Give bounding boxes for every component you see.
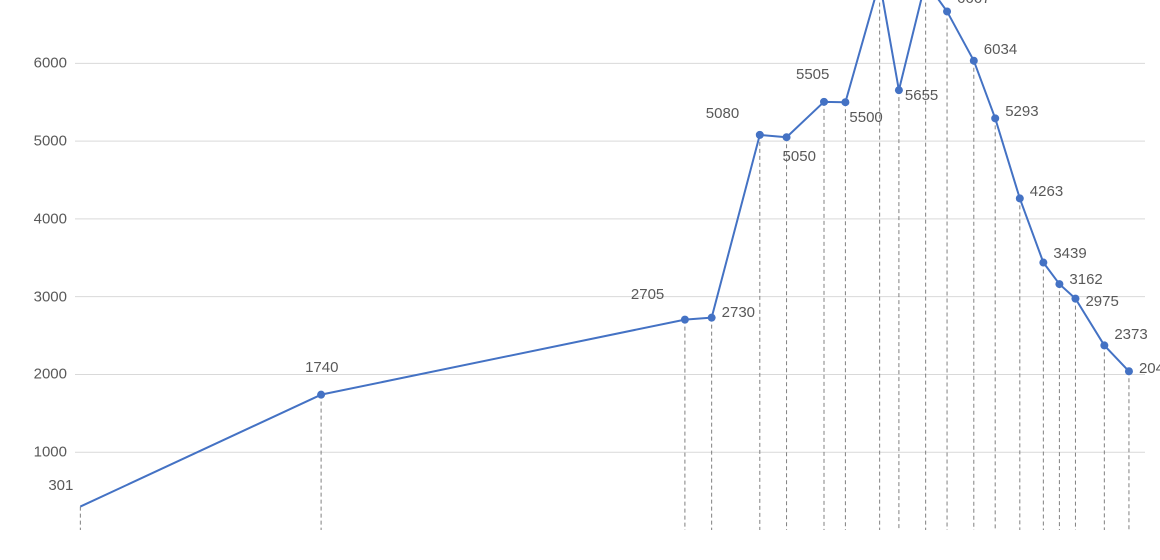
data-label: 5505 bbox=[796, 66, 829, 83]
data-marker bbox=[1039, 259, 1047, 267]
data-label: 2705 bbox=[631, 286, 664, 303]
data-label: 3162 bbox=[1069, 271, 1102, 288]
data-marker bbox=[1125, 367, 1133, 375]
data-marker bbox=[943, 7, 951, 15]
data-marker bbox=[756, 131, 764, 139]
data-marker bbox=[970, 57, 978, 65]
data-label: 2975 bbox=[1085, 293, 1118, 310]
data-label: 1740 bbox=[305, 359, 338, 376]
data-marker bbox=[820, 98, 828, 106]
data-marker bbox=[895, 86, 903, 94]
line-chart: 1000200030004000500060007000301174027052… bbox=[0, 0, 1160, 560]
y-tick-label: 1000 bbox=[34, 444, 67, 461]
data-marker bbox=[1016, 194, 1024, 202]
data-label: 5080 bbox=[706, 105, 739, 122]
data-marker bbox=[1100, 341, 1108, 349]
chart-svg bbox=[0, 0, 1160, 560]
data-label: 5655 bbox=[905, 87, 938, 104]
data-marker bbox=[681, 316, 689, 324]
data-marker bbox=[1055, 280, 1063, 288]
data-label: 6034 bbox=[984, 41, 1017, 58]
data-label: 5050 bbox=[783, 148, 816, 165]
data-label: 5293 bbox=[1005, 103, 1038, 120]
y-tick-label: 5000 bbox=[34, 133, 67, 150]
series-line bbox=[80, 0, 1129, 507]
data-marker bbox=[708, 314, 716, 322]
data-marker bbox=[783, 133, 791, 141]
data-label: 2730 bbox=[722, 304, 755, 321]
data-marker bbox=[841, 98, 849, 106]
data-marker bbox=[317, 391, 325, 399]
data-label: 301 bbox=[48, 477, 73, 494]
data-marker bbox=[991, 114, 999, 122]
data-label: 6667 bbox=[957, 0, 990, 7]
data-label: 3439 bbox=[1053, 245, 1086, 262]
y-tick-label: 2000 bbox=[34, 366, 67, 383]
data-label: 4263 bbox=[1030, 183, 1063, 200]
data-label: 2373 bbox=[1114, 326, 1147, 343]
y-tick-label: 6000 bbox=[34, 55, 67, 72]
data-label: 5500 bbox=[849, 109, 882, 126]
data-label: 2041 bbox=[1139, 360, 1160, 377]
y-tick-label: 4000 bbox=[34, 210, 67, 227]
data-marker bbox=[1071, 295, 1079, 303]
y-tick-label: 3000 bbox=[34, 288, 67, 305]
